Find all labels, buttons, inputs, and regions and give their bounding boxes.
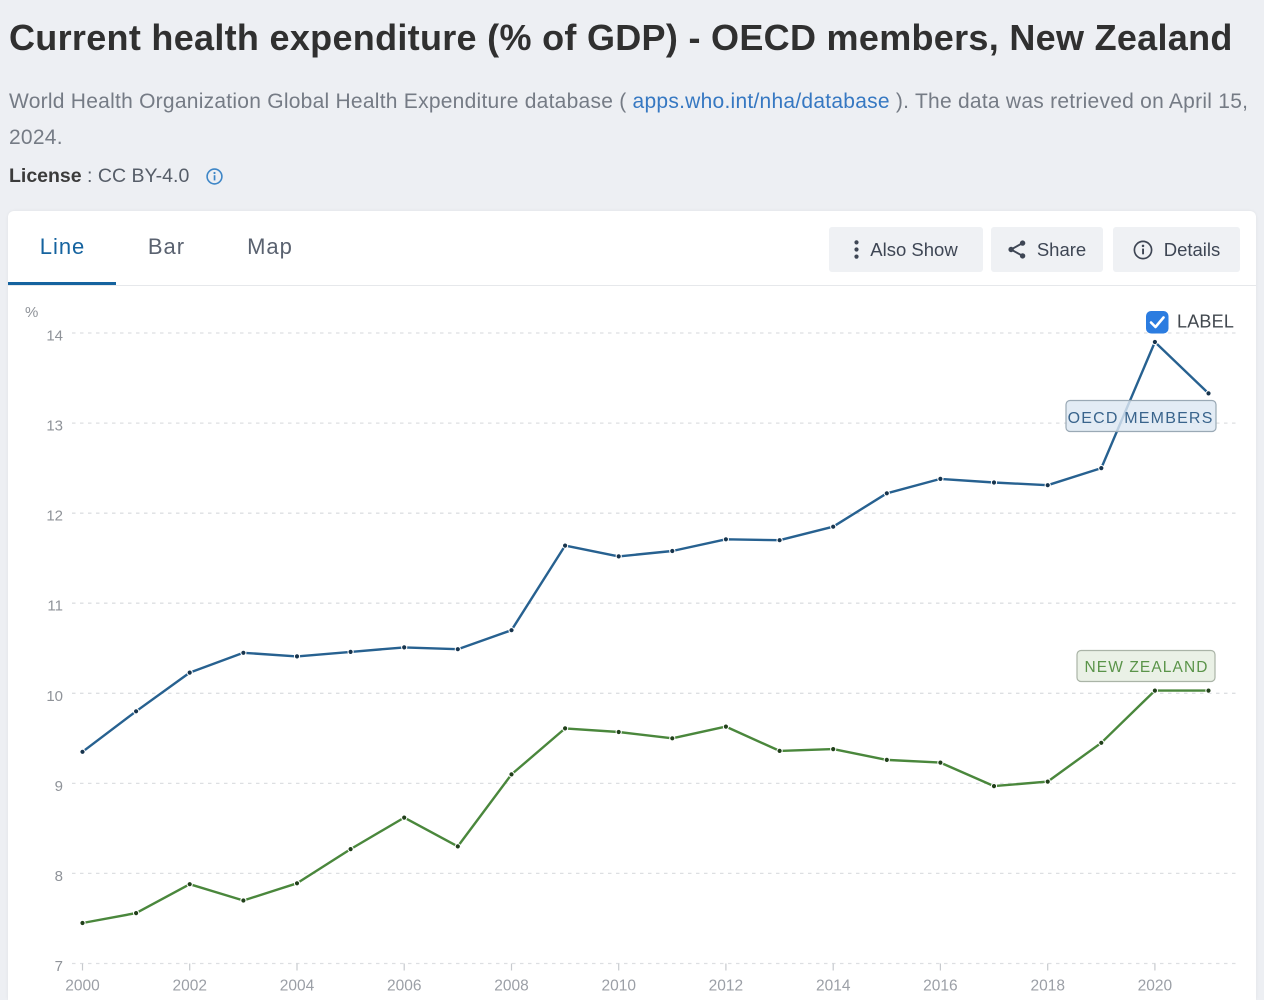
svg-text:2012: 2012 xyxy=(709,978,743,995)
svg-text:13: 13 xyxy=(46,418,63,435)
svg-text:2018: 2018 xyxy=(1030,978,1064,995)
svg-text:2014: 2014 xyxy=(816,978,851,995)
svg-text:2010: 2010 xyxy=(601,978,636,995)
svg-text:2016: 2016 xyxy=(923,978,957,995)
svg-text:14: 14 xyxy=(46,328,63,345)
svg-text:NEW ZEALAND: NEW ZEALAND xyxy=(1084,659,1208,676)
svg-text:2000: 2000 xyxy=(65,978,100,995)
svg-text:11: 11 xyxy=(47,598,63,615)
svg-text:2006: 2006 xyxy=(387,978,421,995)
svg-text:2002: 2002 xyxy=(172,978,206,995)
svg-text:8: 8 xyxy=(55,868,63,885)
svg-text:2004: 2004 xyxy=(280,978,315,995)
svg-text:10: 10 xyxy=(46,688,63,705)
svg-text:12: 12 xyxy=(46,508,63,525)
svg-text:%: % xyxy=(25,304,38,321)
svg-text:2020: 2020 xyxy=(1138,978,1173,995)
svg-text:9: 9 xyxy=(55,778,63,795)
svg-text:OECD MEMBERS: OECD MEMBERS xyxy=(1068,410,1214,427)
svg-text:7: 7 xyxy=(55,958,63,975)
svg-text:LABEL: LABEL xyxy=(1177,312,1234,332)
svg-text:2008: 2008 xyxy=(494,978,528,995)
